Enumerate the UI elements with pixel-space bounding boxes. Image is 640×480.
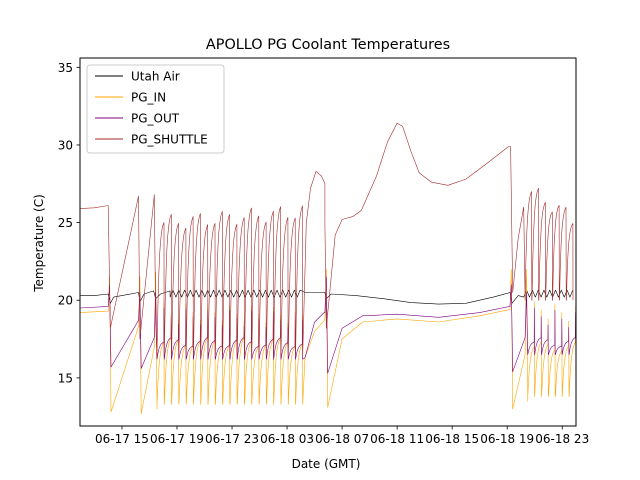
y-tick-label: 15: [58, 371, 73, 385]
x-tick-label: 06-17 19: [150, 432, 204, 446]
x-tick-label: 06-18 07: [315, 432, 369, 446]
y-tick-label: 20: [58, 294, 73, 308]
y-tick-label: 30: [58, 138, 73, 152]
series-line-pg-shuttle: [80, 122, 574, 355]
y-tick-label: 35: [58, 61, 73, 75]
x-tick-label: 06-17 23: [205, 432, 259, 446]
chart-title: APOLLO PG Coolant Temperatures: [206, 37, 450, 53]
x-tick-label: 06-18 23: [535, 432, 589, 446]
y-tick-label: 25: [58, 216, 73, 230]
legend-label: PG_IN: [131, 91, 166, 105]
x-tick-label: 06-17 15: [95, 432, 149, 446]
y-axis-label: Temperature (C): [32, 194, 46, 293]
x-tick-label: 06-18 15: [425, 432, 479, 446]
x-tick-label: 06-18 11: [370, 432, 424, 446]
x-axis: 06-17 15 06-17 19 06-17 23 06-18 03 06-18 07…: [95, 426, 589, 446]
series-line-utah-air: [80, 289, 574, 305]
legend-label: PG_SHUTTLE: [131, 133, 208, 147]
legend: Utah Air PG_IN PG_OUT PG_SHUTTLE: [86, 64, 225, 154]
legend-label: PG_OUT: [131, 112, 180, 126]
x-tick-label: 06-18 03: [260, 432, 314, 446]
x-axis-label: Date (GMT): [292, 457, 361, 471]
legend-box: [86, 64, 225, 154]
x-tick-label: 06-18 19: [480, 432, 534, 446]
series-layer: [80, 122, 576, 414]
y-axis: 15 20 25 30 35: [58, 61, 80, 385]
axes-frame: [79, 57, 577, 427]
legend-label: Utah Air: [131, 70, 180, 84]
